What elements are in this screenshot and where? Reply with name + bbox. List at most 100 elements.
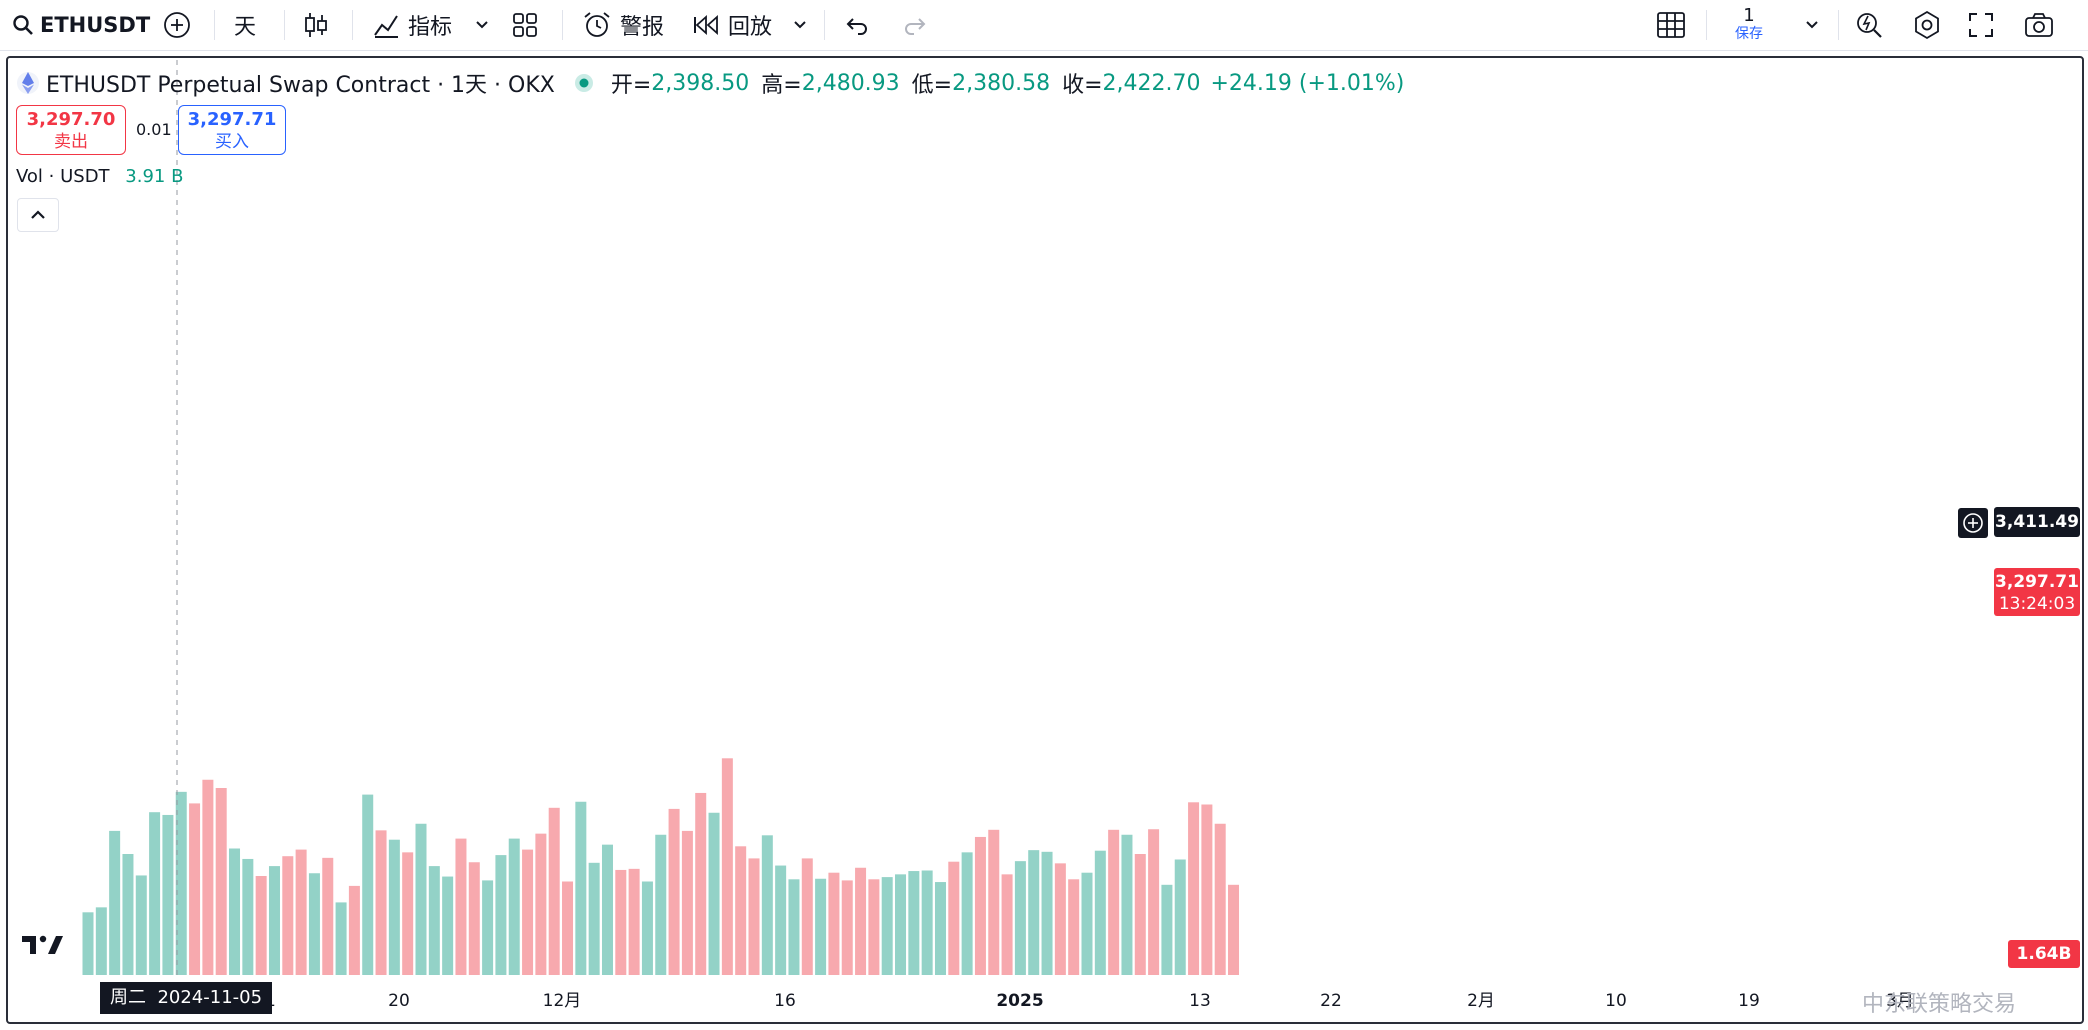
volume-bar [482,880,494,975]
indicators-button[interactable]: 指标 [372,0,452,50]
volume-bar [242,858,254,975]
settings-button[interactable] [1912,0,1942,50]
volume-bar [655,834,667,975]
interval-label: 天 [234,15,257,40]
volume-bar [268,866,280,975]
last-price: 3,297.71 [1995,572,2079,592]
volume-bar [1134,854,1146,975]
fullscreen-button[interactable] [1968,0,1994,50]
volume-bar [362,794,374,975]
volume-bar [681,830,693,975]
time-axis-tick-label: 20 [388,991,410,1011]
bar-countdown: 13:24:03 [1998,594,2076,614]
save-button[interactable]: 1 保存 [1726,0,1772,50]
volume-bar [628,868,640,975]
chevron-down-icon [476,21,488,29]
indicators-dropdown[interactable] [474,0,490,50]
spread-value: 0.01 [136,120,172,139]
volume-bar [961,852,973,975]
volume-bar [402,852,414,975]
buy-button[interactable]: 3,297.71 买入 [178,105,286,155]
lightning-search-icon [1857,13,1882,38]
volume-bar [588,862,600,975]
time-axis-tick-label: 10 [1605,991,1627,1011]
chart-type-button[interactable] [302,0,330,50]
time-axis-tick-label: 19 [1738,991,1760,1011]
crosshair-add-button[interactable] [1958,508,1988,538]
compare-button[interactable] [162,0,192,50]
volume-label: Vol · USDT [16,166,110,187]
volume-bar [428,866,440,975]
volume-bar [1014,861,1026,975]
volume-bar [1121,834,1133,975]
quick-search-button[interactable] [1854,0,1884,50]
volume-bar [788,879,800,975]
volume-bar [828,872,840,975]
volume-bar [1174,859,1186,975]
volume-axis-badge: 1.64B [2008,940,2080,968]
sell-button[interactable]: 3,297.70 卖出 [16,105,126,155]
volume-bar [908,871,920,975]
volume-bar [495,855,507,975]
snapshot-button[interactable] [2024,0,2054,50]
volume-bar [601,844,613,975]
time-axis-tick-label: 13 [1189,991,1211,1011]
templates-button[interactable] [512,0,538,50]
volume-bar [1054,863,1066,975]
indicators-label: 指标 [408,15,453,40]
replay-label: 回放 [728,15,773,40]
volume-bar [641,881,653,975]
volume-bar [335,902,347,975]
volume-bar [442,876,454,975]
layout-grid-icon [1657,12,1685,38]
redo-button[interactable] [902,0,928,50]
volume-bar [895,874,907,975]
time-axis-tick-label: 2025 [996,991,1043,1011]
volume-bar [1081,872,1093,975]
camera-icon [2025,13,2053,37]
volume-bar [695,792,707,975]
symbol-search[interactable]: ETHUSDT [12,0,150,50]
volume-bar [801,858,813,975]
high-value: 2,480.93 [801,70,900,96]
layout-button[interactable] [1656,0,1686,50]
ethereum-logo-icon [17,72,39,94]
top-toolbar: ETHUSDT 天 指标 警报 回放 1 保存 [0,0,2088,51]
volume-bar [615,869,627,975]
undo-button[interactable] [844,0,870,50]
volume-bar [468,862,480,975]
volume-bar [215,788,227,975]
volume-bar [162,814,174,975]
volume-bar [1148,829,1160,975]
volume-bar [82,912,94,975]
volume-bar [308,873,320,975]
volume-bar [1028,850,1040,975]
volume-bar [548,807,560,975]
time-axis-tick-label: 12月 [543,991,582,1011]
close-key: 收= [1062,73,1103,98]
interval-button[interactable]: 天 [234,0,256,50]
chevron-down-icon [1806,21,1818,29]
collapse-legend-button[interactable] [17,198,59,232]
replay-dropdown[interactable] [792,0,808,50]
volume-bar [135,875,147,975]
chart-frame [6,56,2084,1024]
volume-bar [415,823,427,975]
volume-bar [668,808,680,975]
save-dropdown[interactable] [1804,0,1820,50]
market-open-dot-icon [574,74,593,92]
time-axis-tick-label: 16 [774,991,796,1011]
volume-legend: Vol · USDT 3.91 B [16,166,183,187]
volume-bar [1188,802,1200,975]
volume-bar [974,836,986,975]
replay-button[interactable]: 回放 [692,0,772,50]
low-value: 2,380.58 [952,70,1051,96]
symbol-label: ETHUSDT [40,13,151,37]
volume-bar [322,857,334,975]
volume-bar [1108,829,1120,975]
volume-bar [229,848,241,975]
volume-bar [348,885,360,975]
volume-bar [921,870,933,975]
alert-button[interactable]: 警报 [582,0,664,50]
